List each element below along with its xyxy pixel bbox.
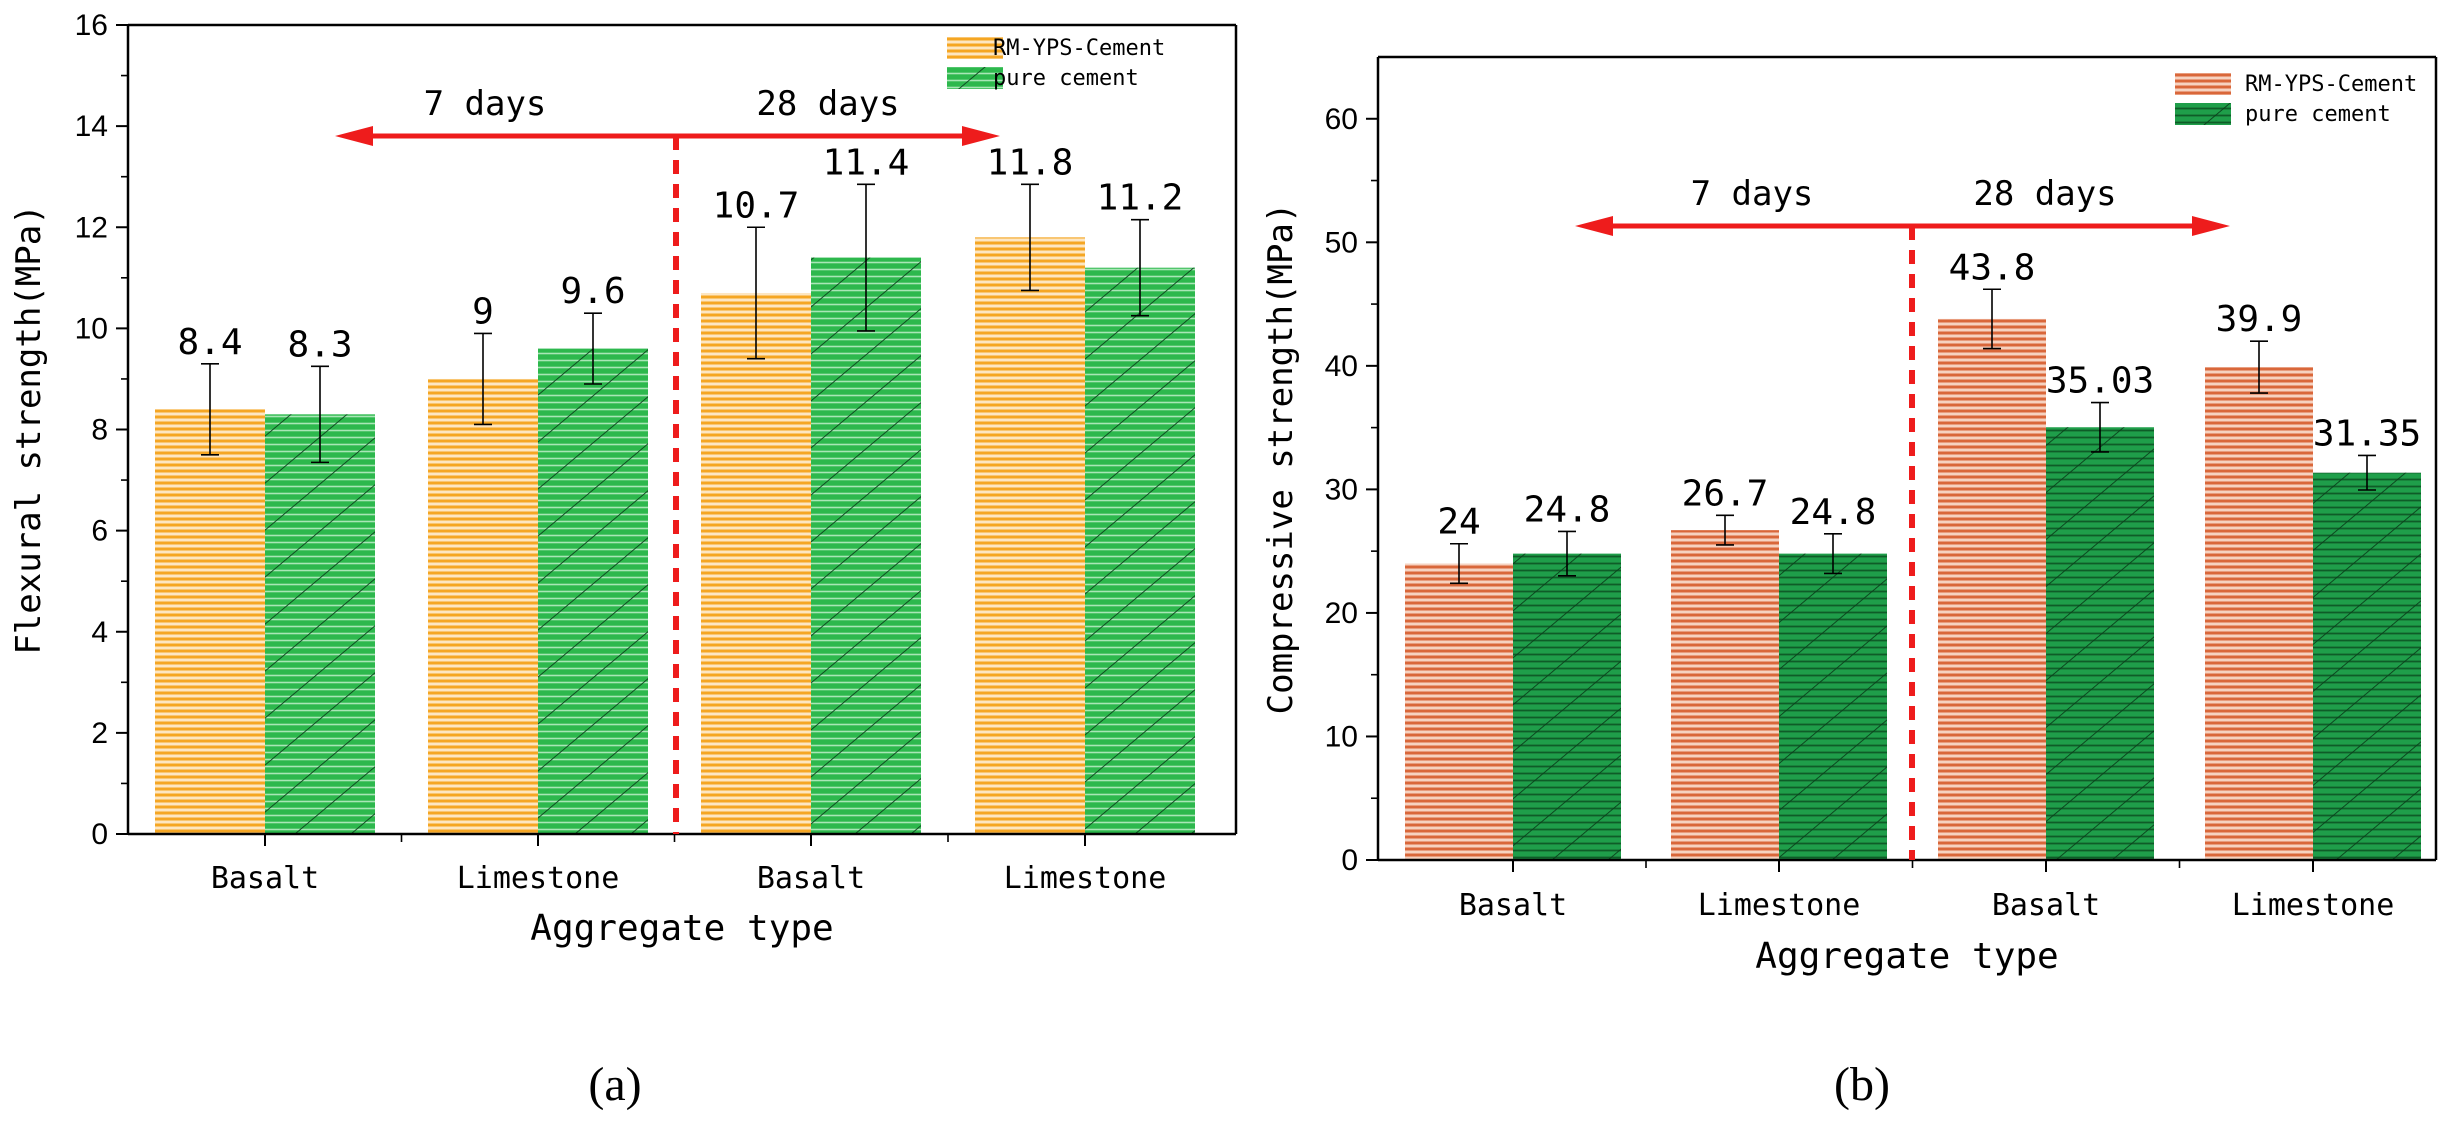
bar-diagonal-hatch xyxy=(811,257,921,834)
data-label: 8.4 xyxy=(177,322,242,363)
annotation-28-days: 28 days xyxy=(756,84,899,124)
legend-swatch-rm-yps-cement xyxy=(947,37,1003,59)
y-tick-label: 50 xyxy=(1325,226,1358,259)
annotation-7-days: 7 days xyxy=(1691,174,1814,214)
y-tick-label: 6 xyxy=(91,515,108,548)
y-tick-label: 14 xyxy=(75,110,108,143)
arrow-left-head xyxy=(1575,216,1613,236)
y-tick-label: 0 xyxy=(1341,844,1358,877)
data-label: 24.8 xyxy=(1524,489,1611,530)
legend-label-rm-yps-cement: RM-YPS-Cement xyxy=(993,36,1165,61)
bar-rm-yps-cement xyxy=(1671,530,1779,860)
y-tick-label: 20 xyxy=(1325,597,1358,630)
legend-label-rm-yps-cement: RM-YPS-Cement xyxy=(2245,72,2417,97)
y-tick-label: 0 xyxy=(91,818,108,851)
bar-diagonal-hatch xyxy=(2313,472,2421,860)
x-tick-label: Limestone xyxy=(457,861,620,896)
y-tick-label: 12 xyxy=(75,211,108,244)
data-label: 11.2 xyxy=(1097,178,1184,219)
data-label: 35.03 xyxy=(2046,361,2154,402)
data-label: 43.8 xyxy=(1949,247,2036,288)
panel-label-b: (b) xyxy=(1834,1058,1890,1111)
bar-diagonal-hatch xyxy=(538,348,648,834)
legend: RM-YPS-Cement pure cement xyxy=(2175,72,2417,127)
legend: RM-YPS-Cement pure cement xyxy=(947,36,1165,91)
data-label: 8.3 xyxy=(287,324,352,365)
x-tick-label: Basalt xyxy=(211,861,319,896)
y-tick-label: 40 xyxy=(1325,350,1358,383)
bar-rm-yps-cement xyxy=(1405,563,1513,860)
y-axis-title: Flexural strength(MPa) xyxy=(9,204,49,654)
bar-rm-yps-cement xyxy=(428,378,538,834)
y-axis-title: Compressive strength(MPa) xyxy=(1261,203,1301,715)
bar-diagonal-hatch xyxy=(265,414,375,834)
data-label: 26.7 xyxy=(1682,473,1769,514)
legend-swatch-hatch xyxy=(2175,103,2231,125)
data-label: 9 xyxy=(472,291,494,332)
y-tick-label: 8 xyxy=(91,414,108,447)
bar-diagonal-hatch xyxy=(1085,267,1195,834)
y-tick-label: 2 xyxy=(91,717,108,750)
y-tick-label: 10 xyxy=(75,312,108,345)
bar-rm-yps-cement xyxy=(701,292,811,834)
arrow-right-head xyxy=(962,126,1000,146)
y-tick-label: 4 xyxy=(91,616,108,649)
x-tick-label: Basalt xyxy=(1459,888,1567,923)
panel-label-a: (a) xyxy=(588,1058,641,1111)
y-tick-label: 60 xyxy=(1325,103,1358,136)
x-tick-label: Limestone xyxy=(1004,861,1167,896)
data-label: 39.9 xyxy=(2216,299,2303,340)
y-tick-label: 16 xyxy=(75,9,108,42)
data-label: 24.8 xyxy=(1790,492,1877,533)
legend-swatch-hatch xyxy=(947,67,1003,89)
data-label: 9.6 xyxy=(560,271,625,312)
x-axis-title: Aggregate type xyxy=(1755,936,2058,977)
data-label: 11.8 xyxy=(987,142,1074,183)
arrow-left-head xyxy=(335,126,373,146)
legend-swatch-rm-yps-cement xyxy=(2175,73,2231,95)
x-tick-label: Limestone xyxy=(2232,888,2395,923)
x-axis-title: Aggregate type xyxy=(530,908,833,949)
x-tick-label: Basalt xyxy=(757,861,865,896)
annotation-7-days: 7 days xyxy=(424,84,547,124)
chart-panel-b: 24 26.7 43.8 39.9 24.8 24.8 35.03 31.35 0 10 20 30 4… xyxy=(1261,55,2438,977)
legend-label-pure-cement: pure cement xyxy=(2245,102,2391,127)
data-label: 10.7 xyxy=(713,185,800,226)
bar-rm-yps-cement xyxy=(155,409,265,834)
arrow-right-head xyxy=(2192,216,2230,236)
y-tick-label: 30 xyxy=(1325,473,1358,506)
bar-rm-yps-cement xyxy=(1938,318,2046,860)
annotation-28-days: 28 days xyxy=(1973,174,2116,214)
data-label: 31.35 xyxy=(2313,413,2421,454)
x-tick-label: Limestone xyxy=(1698,888,1861,923)
y-tick-label: 10 xyxy=(1325,720,1358,753)
data-label: 11.4 xyxy=(823,142,910,183)
bar-rm-yps-cement xyxy=(2205,367,2313,860)
bar-rm-yps-cement xyxy=(975,237,1085,835)
x-tick-label: Basalt xyxy=(1992,888,2100,923)
bar-diagonal-hatch xyxy=(1779,553,1887,860)
bar-diagonal-hatch xyxy=(1513,553,1621,860)
data-label: 24 xyxy=(1437,502,1480,543)
bar-diagonal-hatch xyxy=(2046,427,2154,860)
legend-label-pure-cement: pure cement xyxy=(993,66,1139,91)
chart-panel-a: 8.4 9 10.7 11.8 8.3 9.6 11.4 11.2 0 2 4 6 8 10 12 14 16 B… xyxy=(9,9,1238,949)
